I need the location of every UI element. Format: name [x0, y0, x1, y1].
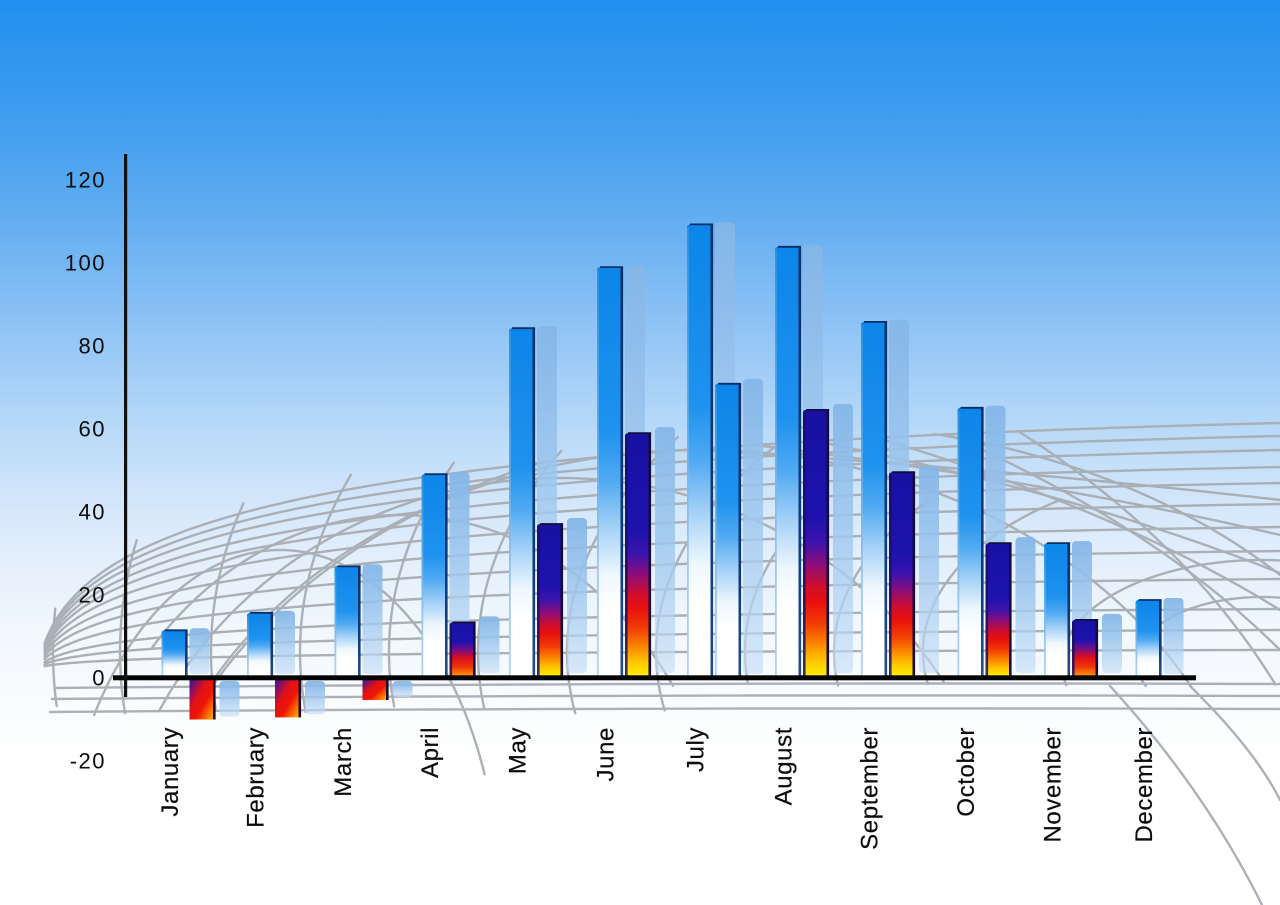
svg-text:September: September [857, 727, 884, 850]
svg-text:May: May [505, 727, 532, 774]
svg-text:100: 100 [65, 251, 106, 276]
svg-text:20: 20 [79, 583, 106, 608]
svg-text:80: 80 [79, 334, 106, 359]
svg-text:60: 60 [79, 417, 106, 442]
svg-text:February: February [243, 727, 270, 828]
svg-text:December: December [1131, 727, 1158, 843]
svg-text:July: July [683, 727, 710, 772]
svg-text:January: January [157, 727, 184, 817]
svg-text:-20: -20 [70, 749, 106, 774]
svg-text:March: March [330, 727, 357, 797]
svg-text:August: August [771, 727, 798, 805]
svg-text:0: 0 [92, 666, 106, 691]
svg-text:November: November [1040, 727, 1067, 843]
svg-text:October: October [953, 727, 980, 817]
svg-text:120: 120 [65, 168, 106, 193]
svg-text:April: April [417, 727, 444, 778]
svg-text:June: June [593, 727, 620, 781]
svg-text:40: 40 [79, 500, 106, 525]
